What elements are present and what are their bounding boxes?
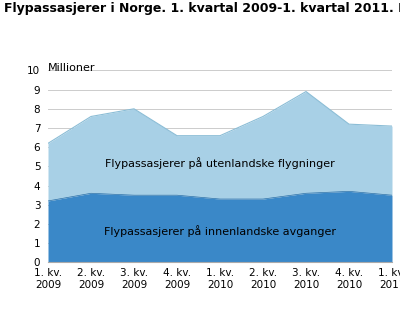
Text: Millioner: Millioner [48,63,96,73]
Text: Flypassasjerer på utenlandske flygninger: Flypassasjerer på utenlandske flygninger [105,156,335,169]
Text: Flypassasjerer i Norge. 1. kvartal 2009-1. kvartal 2011. Millioner: Flypassasjerer i Norge. 1. kvartal 2009-… [4,2,400,15]
Text: Flypassasjerer på innenlandske avganger: Flypassasjerer på innenlandske avganger [104,225,336,237]
